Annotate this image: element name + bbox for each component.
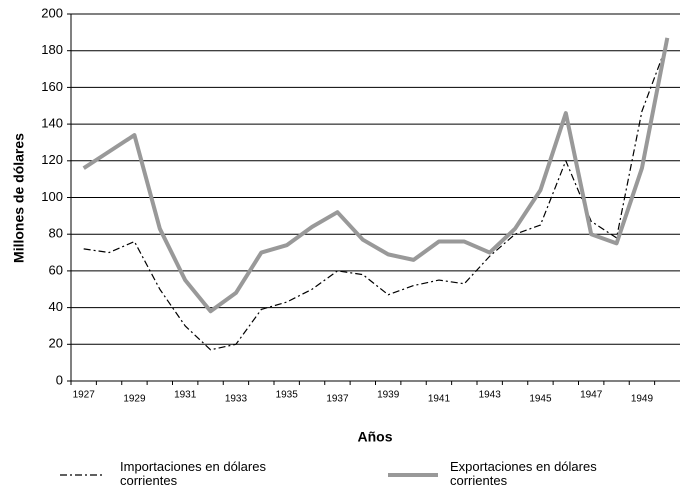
y-tick-label: 120 xyxy=(41,152,63,167)
x-tick-label: 1947 xyxy=(580,390,603,401)
legend-label: Importaciones en dólares corrientes xyxy=(120,459,266,488)
y-tick-label: 40 xyxy=(49,299,63,314)
x-tick-label: 1943 xyxy=(479,390,502,401)
y-tick-label: 100 xyxy=(41,189,63,204)
series-line xyxy=(82,37,670,314)
y-tick-label: 160 xyxy=(41,79,63,94)
x-tick-label: 1935 xyxy=(276,390,299,401)
y-tick-label: 180 xyxy=(41,42,63,57)
y-tick-label: 140 xyxy=(41,116,63,131)
x-tick-label: 1929 xyxy=(123,394,146,405)
x-tick-label: 1949 xyxy=(631,394,654,405)
y-tick-label: 60 xyxy=(49,262,63,277)
x-tick-label: 1927 xyxy=(73,390,96,401)
x-tick-label: 1933 xyxy=(225,394,248,405)
x-tick-label: 1937 xyxy=(326,394,349,405)
x-tick-label: 1931 xyxy=(174,390,197,401)
y-tick-label: 80 xyxy=(49,226,63,241)
y-tick-label: 200 xyxy=(41,5,63,20)
x-tick-label: 1945 xyxy=(529,394,552,405)
y-axis-label: Millones de dólares xyxy=(11,133,27,263)
y-tick-label: 20 xyxy=(49,336,63,351)
y-tick-label: 0 xyxy=(56,372,63,387)
x-tick-label: 1941 xyxy=(428,394,451,405)
legend-label: Exportaciones en dólares corrientes xyxy=(450,459,597,488)
x-axis-label: Años xyxy=(358,429,393,445)
x-tick-label: 1939 xyxy=(377,390,400,401)
series-line xyxy=(83,43,668,351)
